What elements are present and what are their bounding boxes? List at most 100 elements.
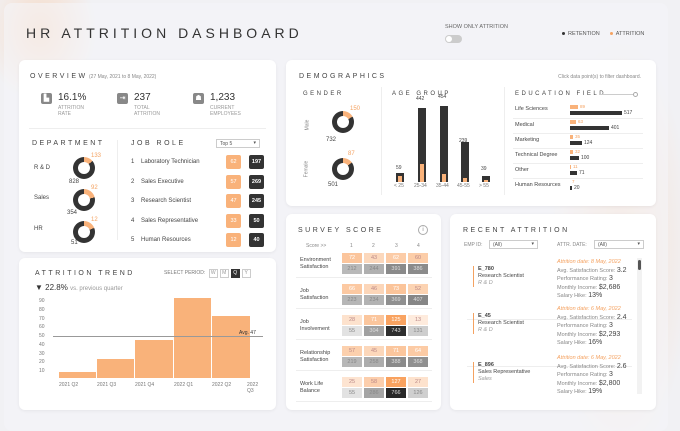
date-range: (27 May, 2021 to 8 May, 2022) [89,74,157,80]
survey-cell-attrition[interactable]: 13 [408,315,428,325]
dept-donut-hr[interactable] [73,221,95,243]
survey-cell-retention[interactable]: 55 [342,326,362,336]
survey-cell-retention[interactable]: 126 [408,388,428,398]
survey-cell-retention[interactable]: 388 [386,357,406,367]
scrollbar[interactable] [637,258,642,394]
trend-bar[interactable] [135,340,173,378]
survey-cell-retention[interactable]: 244 [364,264,384,274]
edu-row[interactable]: Medical 63 401 [513,119,643,134]
survey-cell-retention[interactable]: 131 [408,326,428,336]
emp-id-select[interactable]: (All) [489,240,538,249]
survey-cell-attrition[interactable]: 73 [386,284,406,294]
department-title: DEPARTMENT [32,140,105,147]
dept-label-hr: HR [34,226,43,232]
survey-cell-attrition[interactable]: 58 [364,377,384,387]
survey-cell-retention[interactable]: 219 [342,357,362,367]
survey-cell-retention[interactable]: 386 [408,264,428,274]
list-item[interactable]: 1 Laboratory Technician 62 197 [131,155,266,169]
survey-cell-attrition[interactable]: 28 [342,315,362,325]
divider [29,128,266,129]
trend-bar[interactable] [59,372,96,378]
survey-cell-attrition[interactable]: 52 [408,284,428,294]
survey-cell-attrition[interactable]: 27 [408,377,428,387]
survey-cell-attrition[interactable]: 71 [364,315,384,325]
survey-cell-attrition[interactable]: 71 [386,346,406,356]
toggle-label: SHOW ONLY ATTRITION [445,24,508,30]
age-bar[interactable] [396,173,404,182]
survey-cell-attrition[interactable]: 45 [364,346,384,356]
trend-title: ATTRITION TREND [35,270,135,277]
kpi-current-employees: ☗ 1,233 CURRENT EMPLOYEES [193,92,241,117]
age-bar[interactable] [461,142,469,182]
age-bar[interactable] [418,108,426,182]
gender-donut-male[interactable] [332,111,354,133]
survey-cell-attrition[interactable]: 60 [408,253,428,263]
list-item[interactable]: E_780 Research Scientist R & D Attrition d… [467,256,632,320]
survey-cell-retention[interactable]: 55 [342,388,362,398]
gender-donut-female[interactable] [332,158,354,180]
period-y[interactable]: Y [241,269,251,278]
age-bar[interactable] [482,176,490,182]
recent-attrition-card: RECENT ATTRITION EMP ID: (All) ATTR. DAT… [450,214,656,410]
survey-cell-retention[interactable]: 369 [386,295,406,305]
age-bar[interactable] [440,106,448,182]
edu-row[interactable]: Technical Degree 32 100 [513,149,643,164]
dept-donut-rd[interactable] [73,157,95,179]
attrition-toggle[interactable]: SHOW ONLY ATTRITION [445,24,508,43]
trend-bar[interactable] [174,298,211,378]
survey-row-label: Environment Satisfaction [300,257,331,270]
list-item[interactable]: 4 Sales Representative 33 50 [131,214,266,228]
edu-row[interactable]: Marketing 35 124 [513,134,643,149]
info-icon[interactable]: i [418,225,428,235]
top-n-select[interactable]: Top 5 [216,139,260,148]
list-item[interactable]: E_45 Research Scientist R & D Attrition da… [467,303,632,367]
survey-cell-retention[interactable]: 223 [342,295,362,305]
attr-date-select[interactable]: (All) [594,240,644,249]
survey-cell-retention[interactable]: 743 [386,326,406,336]
list-item[interactable]: 3 Research Scientist 47 245 [131,194,266,208]
survey-title: SURVEY SCORE [298,227,384,234]
survey-cell-retention[interactable]: 391 [386,264,406,274]
survey-cell-retention[interactable]: 286 [364,388,384,398]
list-item[interactable]: 5 Human Resources 12 40 [131,233,266,247]
dept-donut-sales[interactable] [73,189,95,211]
period-m[interactable]: M [219,269,229,278]
survey-cell-retention[interactable]: 212 [342,264,362,274]
survey-cell-retention[interactable]: 407 [408,295,428,305]
survey-cell-retention[interactable]: 234 [364,295,384,305]
survey-cell-attrition[interactable]: 66 [342,284,362,294]
survey-cell-retention[interactable]: 304 [364,326,384,336]
recent-list: E_780 Research Scientist R & D Attrition d… [450,256,650,406]
dept-label-sales: Sales [34,195,50,201]
period-q[interactable]: Q [230,269,240,278]
list-item[interactable]: 2 Sales Executive 57 269 [131,175,266,189]
survey-cell-attrition[interactable]: 125 [386,315,406,325]
trend-bar[interactable] [212,316,250,378]
edu-row[interactable]: Other 11 71 [513,164,643,179]
demographics-title: DEMOGRAPHICS [299,73,387,80]
edu-row[interactable]: Life Sciences 89 517 [513,104,643,119]
survey-cell-attrition[interactable]: 43 [364,253,384,263]
period-w[interactable]: W [208,269,218,278]
survey-cell-attrition[interactable]: 62 [386,253,406,263]
list-item[interactable]: E_896 Sales Representative Sales Attrition… [467,352,632,406]
survey-cell-retention[interactable]: 368 [408,357,428,367]
survey-cell-attrition[interactable]: 127 [386,377,406,387]
trend-bar[interactable] [97,359,134,378]
survey-cell-attrition[interactable]: 46 [364,284,384,294]
education-slider[interactable] [600,92,638,97]
avg-line [53,336,263,337]
survey-cell-attrition[interactable]: 57 [342,346,362,356]
survey-cell-attrition[interactable]: 64 [408,346,428,356]
survey-cell-attrition[interactable]: 72 [342,253,362,263]
survey-row-label: Job Involvement [300,319,330,332]
edu-row[interactable]: Human Resources 7 20 [515,179,580,191]
legend-retention: RETENTION [562,31,600,37]
survey-cell-attrition[interactable]: 25 [342,377,362,387]
survey-row-label: Work Life Balance [300,381,324,394]
kpi-total-attrition: ⇥ 237 TOTAL ATTRITION [117,92,160,117]
survey-cell-retention[interactable]: 258 [364,357,384,367]
survey-cell-retention[interactable]: 766 [386,388,406,398]
age-chart: 59 442 454 239 39 < 25 25-34 35-44 45-55… [394,94,490,189]
toggle-switch[interactable] [445,35,462,43]
